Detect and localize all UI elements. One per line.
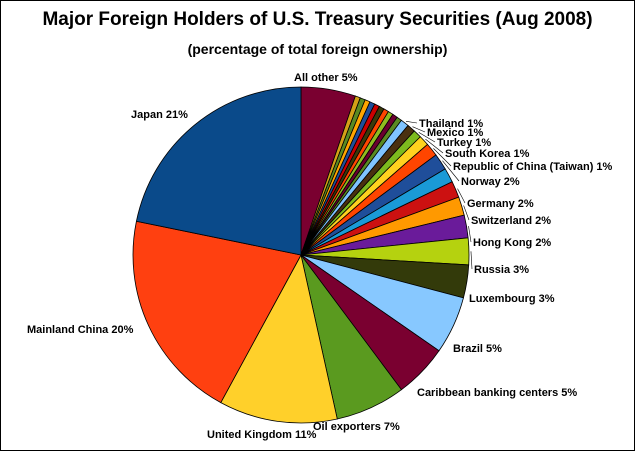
chart-title: Major Foreign Holders of U.S. Treasury S… xyxy=(42,9,593,30)
leader-line xyxy=(457,188,466,204)
slice-label: Japan 21% xyxy=(131,109,188,121)
slice-label: Turkey 1% xyxy=(437,137,491,149)
leaders-layer xyxy=(405,120,473,270)
slice-label: Mainland China 20% xyxy=(27,324,134,336)
slice-label: Oil exporters 7% xyxy=(313,421,400,433)
leader-line xyxy=(470,251,473,270)
slice-label: Thailand 1% xyxy=(419,118,483,130)
slice-label: Hong Kong 2% xyxy=(473,237,551,249)
leader-line xyxy=(463,205,470,221)
leader-line xyxy=(433,148,452,167)
leader-line xyxy=(405,120,418,124)
leader-line xyxy=(412,126,426,133)
slice-label: All other 5% xyxy=(294,72,358,84)
pie-slice xyxy=(132,220,302,404)
leader-line xyxy=(418,132,436,143)
slice-label: Mexico 1% xyxy=(427,127,483,139)
leader-line xyxy=(442,160,460,182)
slice-label: Switzerland 2% xyxy=(471,215,551,227)
slice-label: Germany 2% xyxy=(467,198,534,210)
pie-slice xyxy=(135,86,302,256)
leader-line xyxy=(468,226,472,243)
slice-label: Republic of China (Taiwan) 1% xyxy=(453,161,613,173)
slice-label: Russia 3% xyxy=(474,264,529,276)
slice-label: Luxembourg 3% xyxy=(469,293,555,305)
chart-subtitle: (percentage of total foreign ownership) xyxy=(187,41,448,57)
slice-label: United Kingdom 11% xyxy=(207,429,317,441)
slice-label: South Korea 1% xyxy=(445,148,530,160)
leader-line xyxy=(425,138,444,154)
slice-label: Brazil 5% xyxy=(453,343,502,355)
slice-label: Caribbean banking centers 5% xyxy=(417,387,577,399)
pie-slice xyxy=(220,253,338,424)
labels-layer: All other 5% Thailand 1%Mexico 1%Turkey 1… xyxy=(27,72,613,441)
slices-layer xyxy=(132,86,470,424)
slice-label: Norway 2% xyxy=(461,176,520,188)
